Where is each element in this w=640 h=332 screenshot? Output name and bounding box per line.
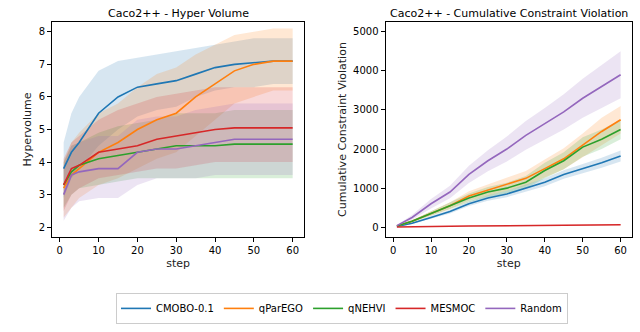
svg-text:40: 40: [209, 245, 222, 256]
svg-text:7: 7: [39, 59, 45, 70]
svg-text:2000: 2000: [353, 144, 378, 155]
svg-text:50: 50: [247, 245, 260, 256]
svg-text:Cumulative Constraint Violatio: Cumulative Constraint Violation: [336, 42, 349, 217]
svg-text:CMOBO-0.1: CMOBO-0.1: [156, 303, 214, 314]
svg-text:50: 50: [576, 245, 589, 256]
svg-text:30: 30: [500, 245, 513, 256]
svg-text:qParEGO: qParEGO: [259, 303, 303, 314]
svg-text:10: 10: [92, 245, 105, 256]
svg-text:60: 60: [286, 245, 299, 256]
svg-text:5000: 5000: [353, 26, 378, 37]
svg-text:Random: Random: [520, 303, 561, 314]
svg-text:5: 5: [39, 124, 45, 135]
svg-text:20: 20: [463, 245, 476, 256]
svg-text:20: 20: [131, 245, 144, 256]
svg-text:2: 2: [39, 222, 45, 233]
svg-text:Hypervolume: Hypervolume: [21, 92, 34, 166]
svg-text:10: 10: [425, 245, 438, 256]
svg-text:0: 0: [372, 222, 378, 233]
svg-text:step: step: [166, 257, 190, 270]
svg-text:60: 60: [614, 245, 627, 256]
svg-text:0: 0: [57, 245, 63, 256]
svg-text:8: 8: [39, 26, 45, 37]
svg-text:4: 4: [39, 157, 45, 168]
svg-text:0: 0: [390, 245, 396, 256]
svg-text:Caco2++ - Cumulative Constrain: Caco2++ - Cumulative Constraint Violatio…: [390, 7, 628, 20]
svg-text:qNEHVI: qNEHVI: [348, 303, 385, 314]
svg-text:3000: 3000: [353, 104, 378, 115]
svg-text:MESMOC: MESMOC: [431, 303, 476, 314]
svg-text:6: 6: [39, 91, 45, 102]
svg-text:step: step: [497, 257, 521, 270]
svg-text:4000: 4000: [353, 65, 378, 76]
svg-text:Caco2++ - Hyper Volume: Caco2++ - Hyper Volume: [108, 7, 249, 20]
svg-text:1000: 1000: [353, 183, 378, 194]
svg-text:3: 3: [39, 189, 45, 200]
svg-text:40: 40: [538, 245, 551, 256]
svg-text:30: 30: [170, 245, 183, 256]
